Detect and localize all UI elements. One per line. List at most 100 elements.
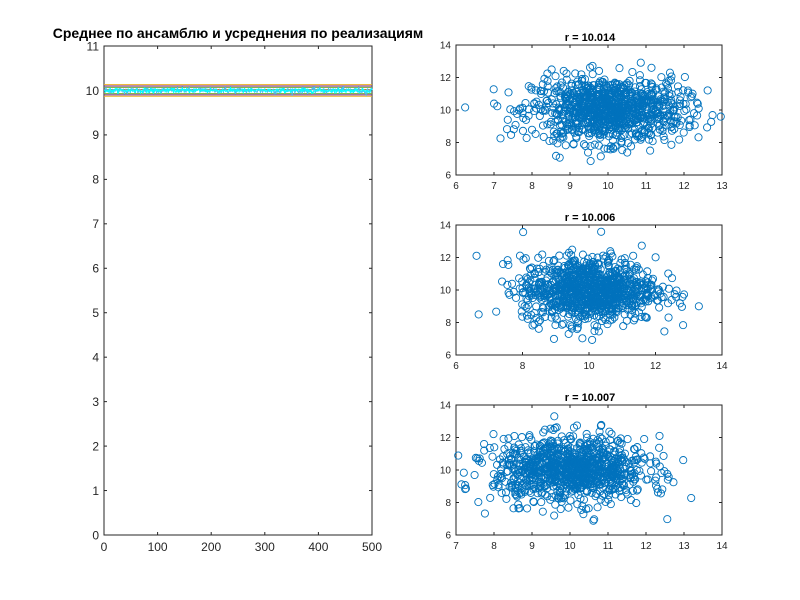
scatter-point <box>659 87 668 96</box>
y-tick-label: 9 <box>92 128 99 142</box>
scatter-point <box>627 306 636 315</box>
scatter-point <box>603 467 612 476</box>
scatter-point <box>616 258 625 268</box>
scatter-point <box>490 443 499 452</box>
scatter-point <box>576 440 585 449</box>
scatter-point <box>515 459 524 468</box>
scatter-point <box>604 495 613 504</box>
scatter-point <box>539 261 548 270</box>
scatter-point <box>629 251 638 260</box>
scatter-point <box>617 93 626 102</box>
scatter-point <box>663 515 672 524</box>
scatter-point <box>608 477 617 486</box>
scatter-point <box>587 301 596 310</box>
scatter-point <box>582 467 591 476</box>
x-tick-label: 11 <box>641 181 652 192</box>
scatter-point <box>518 288 527 297</box>
scatter-point <box>578 334 587 343</box>
scatter-point <box>690 109 699 118</box>
scatter-point <box>631 475 640 484</box>
scatter-point <box>551 458 560 468</box>
scatter-point <box>581 444 590 454</box>
scatter-point <box>692 98 702 107</box>
scatter-point <box>595 99 604 108</box>
scatter-point <box>632 498 641 508</box>
scatter-point <box>578 447 587 456</box>
scatter-point <box>527 85 536 94</box>
scatter-point <box>486 493 495 502</box>
scatter-point <box>605 485 614 495</box>
scatter-point <box>621 123 630 132</box>
scatter-point <box>579 290 589 299</box>
scatter-point <box>612 128 621 137</box>
scatter-point <box>641 277 650 286</box>
x-tick-label: 13 <box>678 541 690 552</box>
scatter-point <box>637 85 646 94</box>
scatter-point <box>588 452 597 462</box>
scatter-point <box>606 142 615 151</box>
y-tick-label: 10 <box>86 84 100 98</box>
scatter-point <box>577 505 586 514</box>
scatter-point <box>523 314 532 323</box>
scatter-point <box>601 497 610 506</box>
scatter-point <box>552 87 561 96</box>
scatter-point <box>557 283 566 292</box>
scatter-point <box>561 141 570 150</box>
scatter-point <box>640 434 649 444</box>
scatter-point <box>575 265 584 274</box>
scatter-point <box>544 303 553 312</box>
scatter-point <box>588 104 597 113</box>
scatter-point <box>564 473 573 482</box>
x-tick-label: 8 <box>520 361 526 372</box>
x-tick-label: 8 <box>529 181 535 192</box>
scatter-point <box>612 308 621 317</box>
scatter-point <box>587 298 596 307</box>
scatter-point <box>489 470 498 479</box>
scatter-point <box>570 457 580 466</box>
scatter-point <box>707 117 716 126</box>
scatter-point <box>636 297 645 306</box>
scatter-point <box>632 262 642 271</box>
scatter-point <box>567 126 576 135</box>
scatter-point <box>474 498 483 507</box>
scatter-point <box>548 266 557 275</box>
y-tick-label: 0 <box>92 528 99 542</box>
x-tick-label: 300 <box>255 540 275 554</box>
scatter-point <box>633 455 642 464</box>
scatter-point <box>543 69 552 78</box>
scatter-point <box>567 250 576 259</box>
scatter-point <box>611 142 620 151</box>
scatter-point <box>667 117 676 126</box>
scatter-point <box>546 468 555 477</box>
y-tick-label: 2 <box>92 439 99 453</box>
scatter-point <box>575 470 584 479</box>
scatter-point <box>513 109 522 118</box>
scatter-point <box>585 63 595 72</box>
scatter-point <box>490 99 499 108</box>
scatter-point <box>686 115 695 124</box>
scatter-point <box>489 482 498 491</box>
scatter-point <box>630 469 639 478</box>
scatter-point <box>643 285 652 294</box>
scatter-point <box>622 271 631 280</box>
scatter-point <box>589 516 598 525</box>
scatter-point <box>574 119 583 128</box>
scatter-point <box>559 481 568 490</box>
scatter-point <box>716 112 725 121</box>
scatter-point <box>534 453 543 462</box>
scatter-point <box>647 467 656 476</box>
scatter-point <box>547 458 556 467</box>
scatter-point <box>532 440 541 449</box>
scatter-point <box>559 308 568 317</box>
scatter-point <box>570 128 579 137</box>
x-tick-label: 400 <box>308 540 328 554</box>
scatter-point <box>493 472 502 481</box>
scatter-point <box>566 276 575 285</box>
scatter-point <box>660 135 669 145</box>
scatter-point <box>509 125 518 134</box>
scatter-point <box>664 269 673 278</box>
x-tick-label: 7 <box>453 541 459 552</box>
scatter-point <box>525 264 535 273</box>
scatter-point <box>513 477 522 486</box>
scatter-point <box>545 474 554 483</box>
